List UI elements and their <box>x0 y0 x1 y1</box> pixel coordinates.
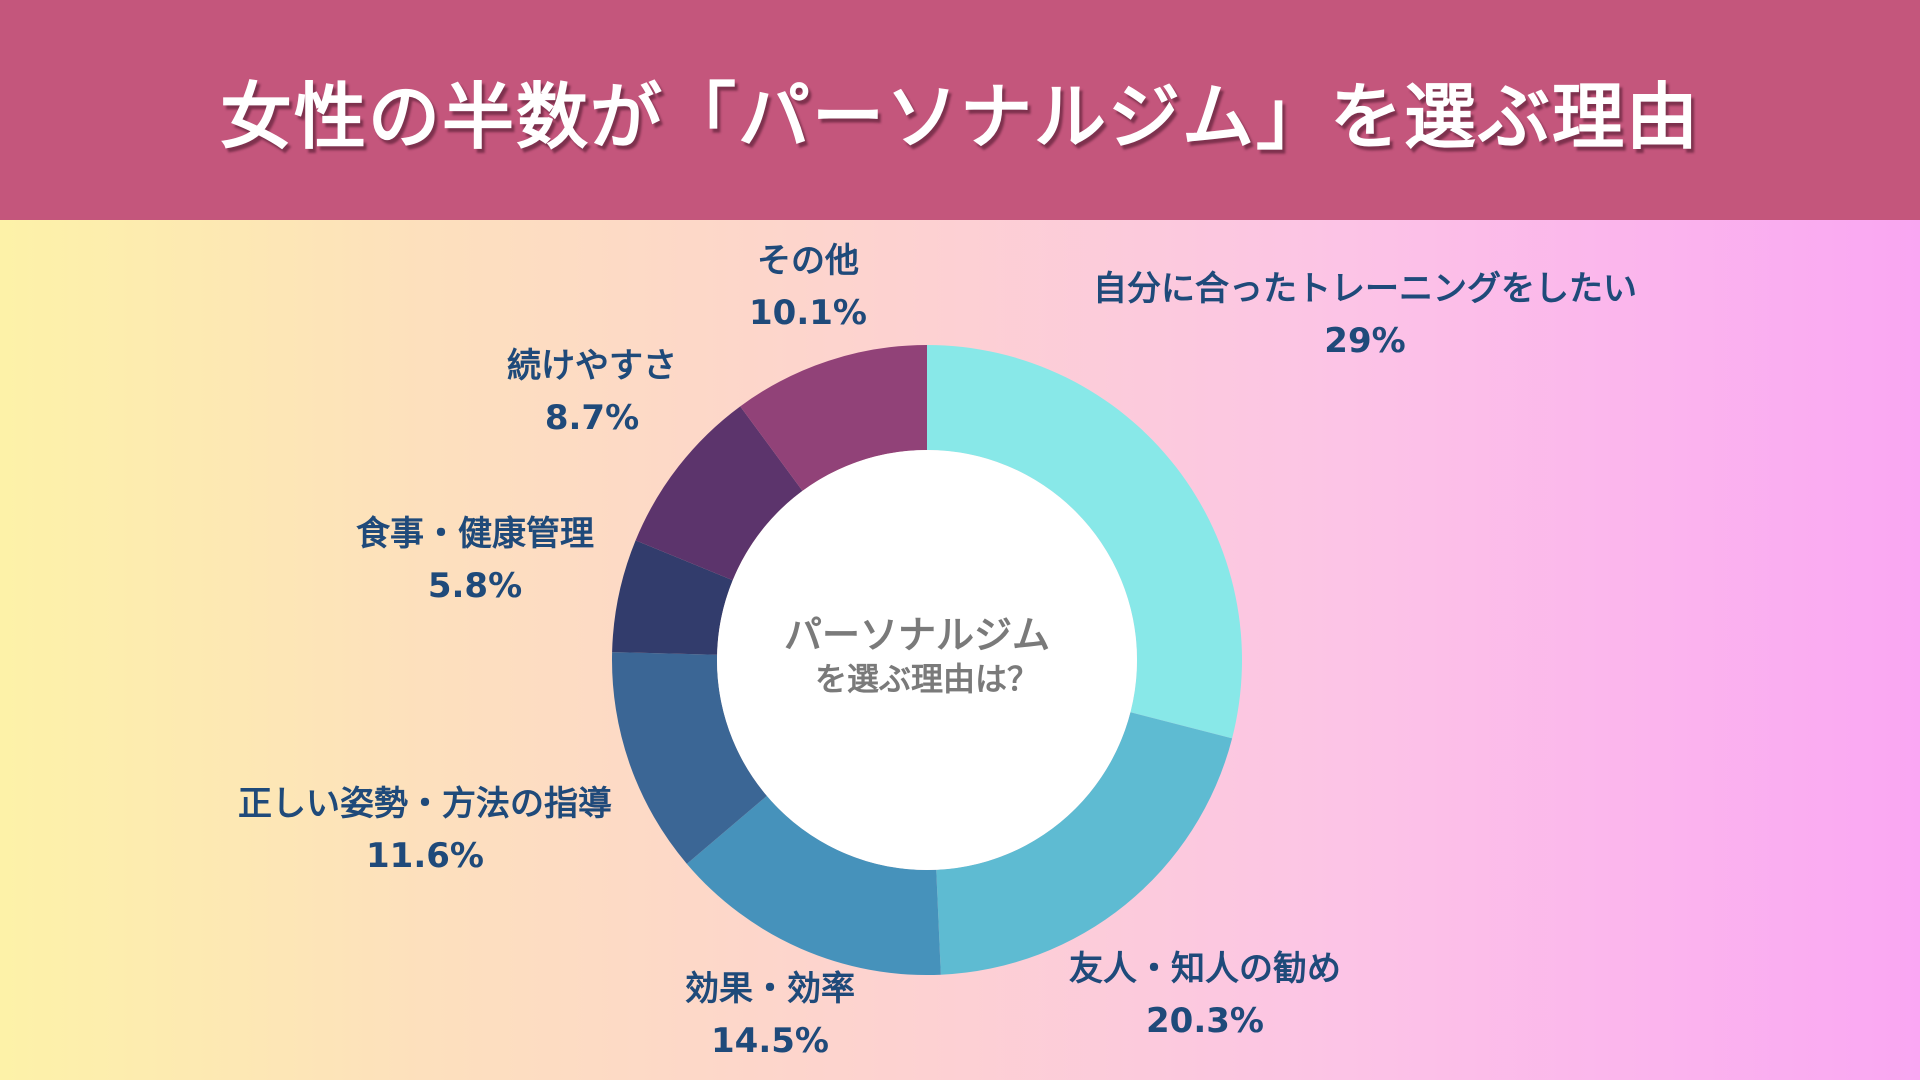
slice-value-7: 10.1% <box>749 293 867 333</box>
slice-label-2: 友人・知人の勧め <box>1069 949 1341 989</box>
slice-label-4: 正しい姿勢・方法の指導 <box>238 784 612 824</box>
center-label-line2: を選ぶ理由は？ <box>815 660 1039 698</box>
donut-hole <box>717 450 1137 870</box>
title-band: 女性の半数が「パーソナルジム」を選ぶ理由 <box>0 0 1920 220</box>
donut-slice-3 <box>686 795 941 975</box>
chart-title: 女性の半数が「パーソナルジム」を選ぶ理由 <box>219 74 1700 159</box>
slice-label-5: 食事・健康管理 <box>356 514 594 554</box>
donut-slice-7 <box>740 345 927 491</box>
donut-slice-5 <box>612 540 733 655</box>
donut-slice-4 <box>612 652 767 864</box>
slice-label-1: 自分に合ったトレーニングをしたい <box>1093 269 1637 309</box>
slice-value-4: 11.6% <box>366 836 484 876</box>
donut-slice-2 <box>936 712 1233 975</box>
slice-value-3: 14.5% <box>711 1021 829 1061</box>
slice-value-1: 29% <box>1324 321 1405 361</box>
slice-label-6: 続けやすさ <box>507 346 677 386</box>
center-label-line1: パーソナルジム <box>784 613 1050 657</box>
slice-label-7: その他 <box>757 241 859 281</box>
donut-slice-1 <box>927 345 1242 739</box>
slice-value-2: 20.3% <box>1146 1001 1264 1041</box>
slice-value-6: 8.7% <box>545 398 639 438</box>
slice-value-5: 5.8% <box>428 566 522 606</box>
donut-slice-6 <box>635 406 803 581</box>
slice-label-3: 効果・効率 <box>685 969 855 1009</box>
